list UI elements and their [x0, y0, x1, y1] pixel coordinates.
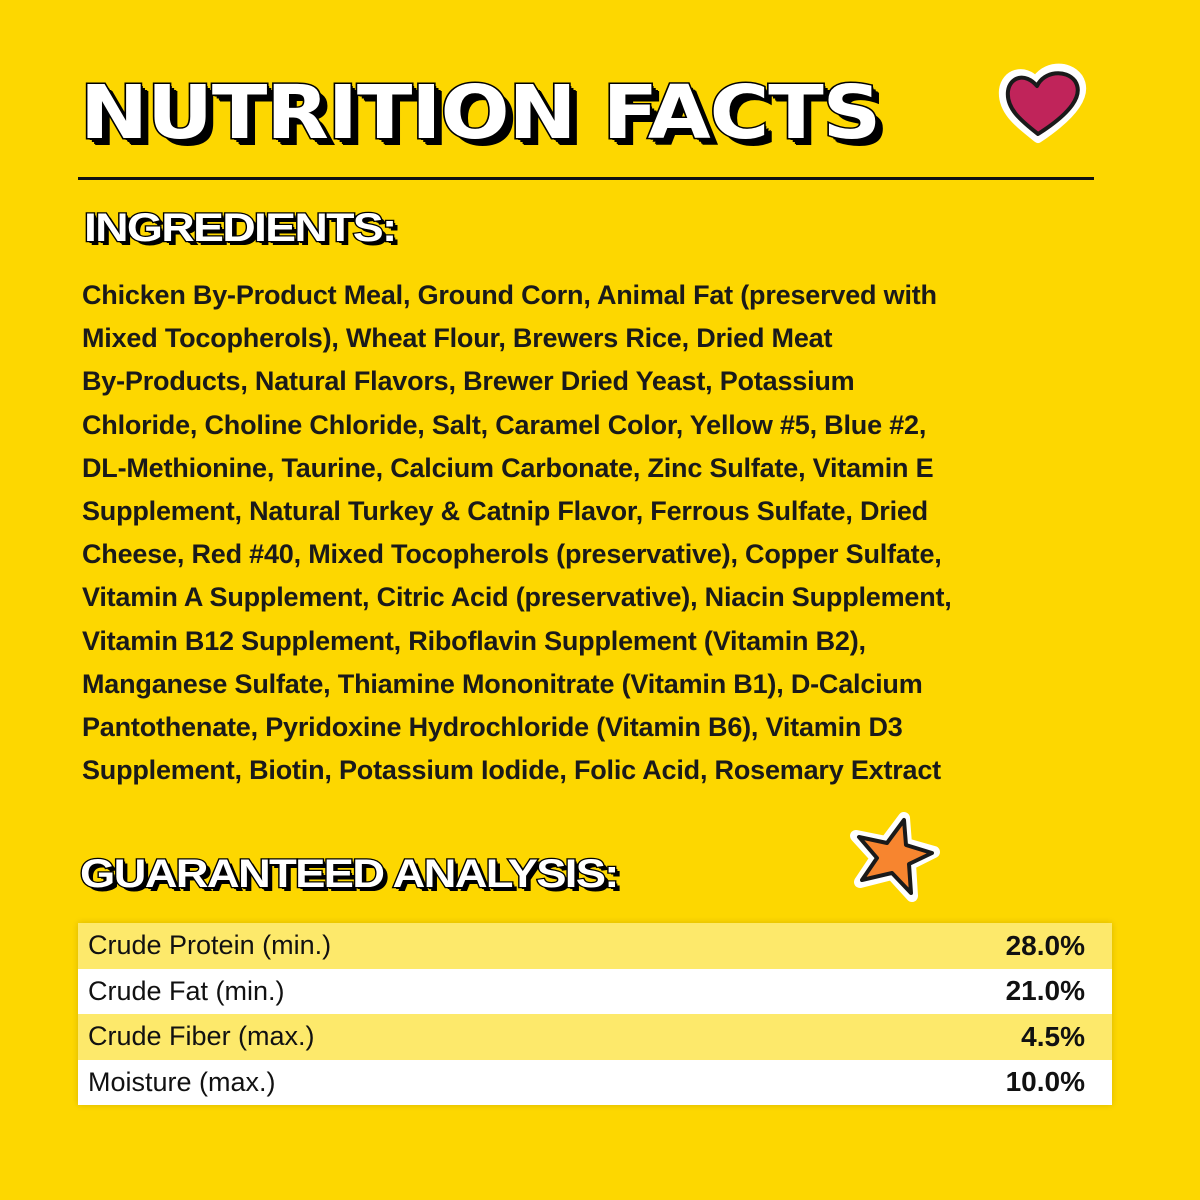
- ingredients-line: Pantothenate, Pyridoxine Hydrochloride (…: [82, 712, 903, 743]
- table-row: Moisture (max.) 10.0%: [78, 1059, 1112, 1105]
- row-value: 10.0%: [1005, 1066, 1085, 1098]
- divider: [78, 177, 1094, 180]
- heart-icon: [998, 63, 1087, 143]
- table-row: Crude Protein (min.) 28.0%: [78, 923, 1112, 969]
- row-value: 4.5%: [1021, 1020, 1085, 1052]
- ingredients-line: By-Products, Natural Flavors, Brewer Dri…: [82, 366, 855, 397]
- row-value: 28.0%: [1005, 929, 1085, 961]
- row-value: 21.0%: [1005, 975, 1085, 1007]
- table-row: Crude Fat (min.) 21.0%: [78, 968, 1112, 1014]
- ingredients-line: Chicken By-Product Meal, Ground Corn, An…: [82, 280, 937, 310]
- row-label: Crude Protein (min.): [88, 930, 332, 961]
- analysis-heading: GUARANTEED ANALYSIS:: [79, 851, 621, 898]
- ingredients-heading: INGREDIENTS:: [83, 205, 399, 252]
- ingredients-line: Supplement, Natural Turkey & Catnip Flav…: [82, 496, 928, 527]
- row-label: Crude Fat (min.): [88, 975, 285, 1006]
- ingredients-text: Chicken By-Product Meal, Ground Corn, An…: [82, 274, 1142, 792]
- page-title: NUTRITION FACTS: [78, 69, 882, 158]
- table-row: Crude Fiber (max.) 4.5%: [78, 1014, 1112, 1060]
- ingredients-line: Vitamin A Supplement, Citric Acid (prese…: [82, 582, 952, 613]
- ingredients-line: Cheese, Red #40, Mixed Tocopherols (pres…: [82, 539, 942, 570]
- row-label: Crude Fiber (max.): [88, 1021, 315, 1052]
- analysis-table: Crude Protein (min.) 28.0% Crude Fat (mi…: [78, 923, 1112, 1105]
- star-icon: [850, 812, 940, 902]
- ingredients-line: DL-Methionine, Taurine, Calcium Carbonat…: [82, 452, 934, 483]
- ingredients-line: Manganese Sulfate, Thiamine Mononitrate …: [82, 668, 923, 699]
- ingredients-line: Chloride, Choline Chloride, Salt, Carame…: [82, 409, 927, 440]
- ingredients-line: Mixed Tocopherols), Wheat Flour, Brewers…: [82, 323, 833, 354]
- row-label: Moisture (max.): [88, 1066, 276, 1097]
- ingredients-line: Supplement, Biotin, Potassium Iodide, Fo…: [82, 755, 941, 786]
- ingredients-line: Vitamin B12 Supplement, Riboflavin Suppl…: [82, 625, 866, 656]
